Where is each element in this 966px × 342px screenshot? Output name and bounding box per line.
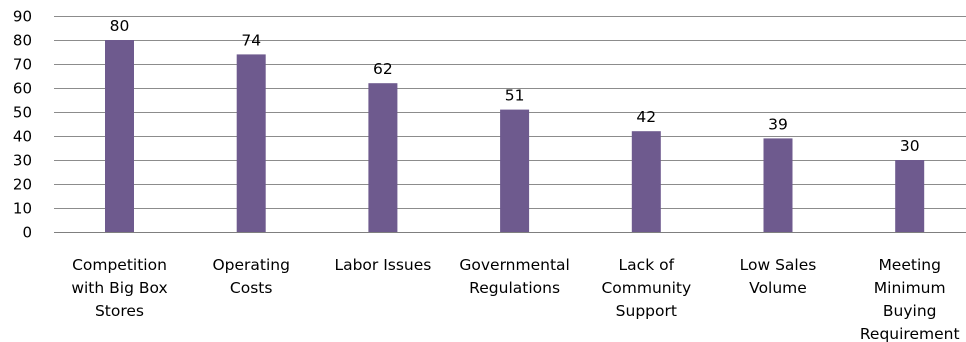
- data-label: 39: [768, 115, 788, 133]
- category-label: Low Sales Volume: [740, 256, 817, 297]
- y-tick-label: 40: [13, 128, 32, 146]
- bar: [763, 138, 793, 232]
- data-label: 30: [900, 137, 920, 155]
- category-label: Labor Issues: [334, 256, 431, 274]
- category-labels: Competition with Big Box Stores Operating Co…: [71, 256, 959, 342]
- y-axis-tick-labels: 0 10 20 30 40 50 60 70 80 90: [13, 8, 32, 242]
- y-tick-label: 20: [13, 176, 32, 194]
- bar: [500, 109, 530, 232]
- category-label: Operating Costs: [212, 256, 290, 297]
- bar: [105, 40, 134, 232]
- data-label: 74: [241, 31, 261, 49]
- y-tick-label: 80: [13, 32, 32, 50]
- category-label: Competition with Big Box Stores: [71, 256, 167, 320]
- bar: [236, 54, 266, 233]
- y-tick-label: 10: [13, 200, 32, 218]
- y-tick-label: 60: [13, 80, 32, 98]
- category-label: Meeting Minimum Buying Requirement: [860, 256, 960, 342]
- y-tick-label: 0: [22, 224, 32, 242]
- y-tick-label: 90: [13, 8, 32, 26]
- bar: [895, 160, 925, 232]
- data-label: 42: [636, 108, 656, 126]
- bar: [631, 131, 661, 232]
- y-tick-label: 30: [13, 152, 32, 170]
- data-label: 80: [110, 17, 130, 35]
- bar: [368, 83, 398, 232]
- y-tick-label: 70: [13, 56, 32, 74]
- bars: [105, 40, 925, 233]
- data-label: 51: [505, 87, 525, 105]
- data-label: 62: [373, 60, 393, 78]
- y-tick-label: 50: [13, 104, 32, 122]
- data-labels: 80 74 62 51 42 39 30: [110, 17, 920, 155]
- category-label: Governmental Regulations: [459, 256, 569, 297]
- category-label: Lack of Community Support: [601, 256, 691, 320]
